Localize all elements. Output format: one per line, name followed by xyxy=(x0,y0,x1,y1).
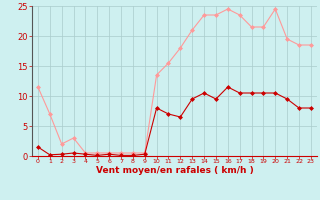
X-axis label: Vent moyen/en rafales ( km/h ): Vent moyen/en rafales ( km/h ) xyxy=(96,166,253,175)
